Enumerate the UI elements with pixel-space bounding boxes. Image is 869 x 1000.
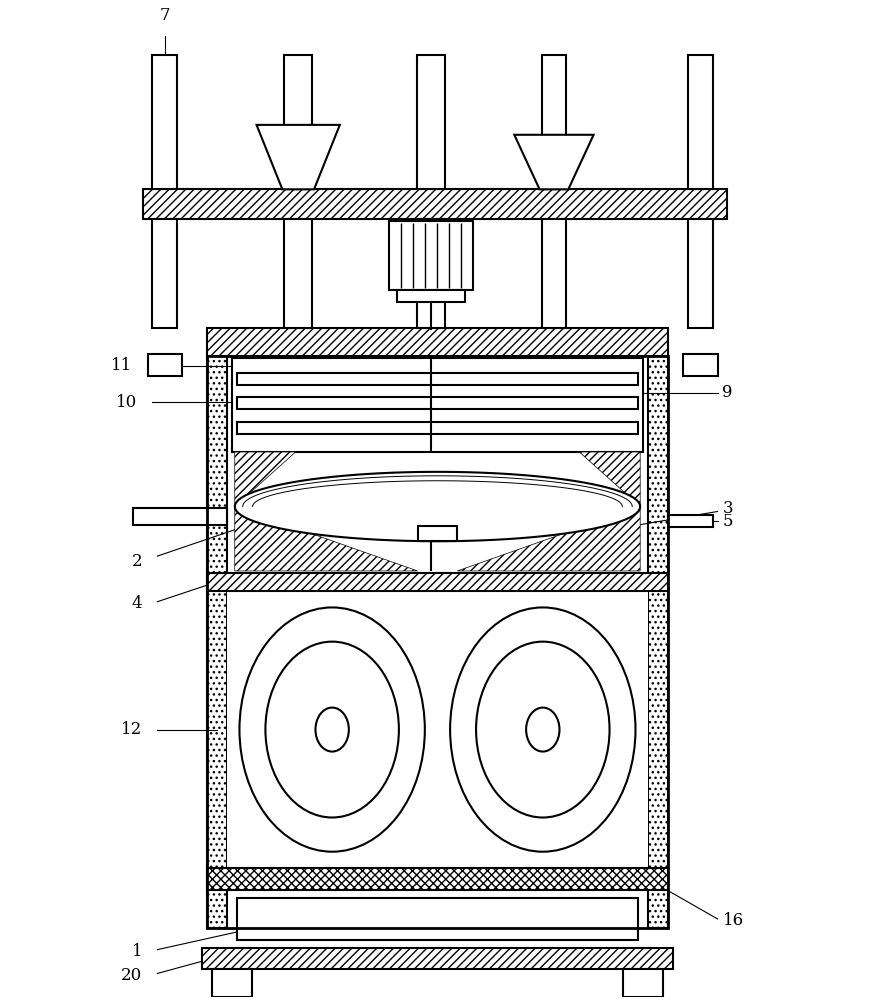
Text: 5: 5 [722, 513, 733, 530]
Bar [236, 422, 638, 434]
Ellipse shape [265, 642, 399, 818]
Bar [207, 573, 668, 591]
Bar [143, 189, 727, 219]
Bar [202, 948, 673, 969]
Bar [417, 219, 445, 328]
Polygon shape [235, 472, 640, 541]
Bar [207, 328, 668, 356]
Text: 8: 8 [426, 172, 436, 189]
Bar [152, 55, 177, 189]
Text: 7: 7 [160, 7, 170, 24]
Text: 16: 16 [722, 912, 744, 929]
Polygon shape [457, 452, 640, 571]
Text: 1: 1 [132, 943, 143, 960]
Bar [236, 373, 638, 385]
Polygon shape [514, 135, 594, 189]
Bar [683, 354, 718, 376]
Text: 3: 3 [722, 500, 733, 517]
Bar [207, 356, 668, 928]
Text: 17: 17 [288, 76, 308, 93]
Bar [284, 219, 312, 328]
Bar [207, 868, 668, 890]
Polygon shape [235, 452, 418, 571]
Bar [397, 290, 465, 302]
Ellipse shape [526, 708, 560, 752]
Bar [623, 969, 663, 997]
Bar [541, 55, 567, 189]
Text: 20: 20 [122, 967, 143, 984]
Ellipse shape [240, 607, 425, 852]
Text: 9: 9 [722, 384, 733, 401]
Ellipse shape [315, 708, 348, 752]
Ellipse shape [450, 607, 635, 852]
Bar [212, 969, 252, 997]
Bar [236, 898, 638, 940]
Bar [687, 55, 713, 189]
Bar [648, 356, 668, 928]
Bar [668, 515, 713, 527]
Bar [236, 397, 638, 409]
Bar [541, 219, 567, 328]
Text: 12: 12 [122, 721, 143, 738]
Ellipse shape [476, 642, 609, 818]
Bar [148, 354, 182, 376]
Bar [207, 356, 227, 928]
Text: 10: 10 [116, 394, 137, 411]
Bar [152, 219, 177, 328]
Bar [418, 526, 457, 541]
Bar [133, 508, 227, 525]
Bar [227, 591, 648, 868]
Text: 4: 4 [132, 595, 143, 612]
Bar [232, 358, 643, 452]
Text: 6: 6 [554, 86, 564, 103]
Polygon shape [256, 125, 340, 189]
Text: 2: 2 [132, 553, 143, 570]
Bar [417, 55, 445, 189]
Bar [389, 221, 473, 290]
Text: 11: 11 [111, 357, 133, 374]
Bar [687, 219, 713, 328]
Bar [284, 55, 312, 189]
